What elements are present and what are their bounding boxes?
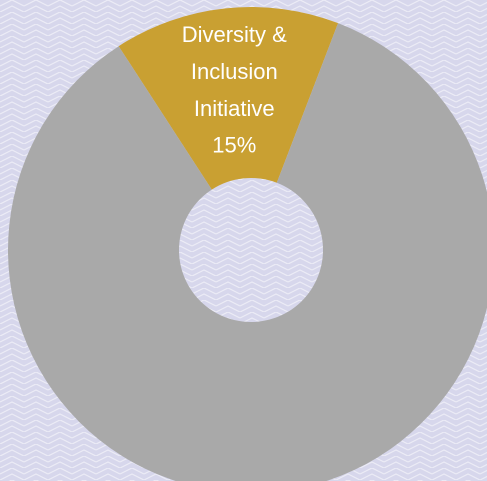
slice (8, 23, 487, 481)
slice (118, 7, 339, 190)
value-label: 15% (212, 133, 256, 158)
slice-label: Diversity & Inclusion Initiative (182, 22, 287, 121)
